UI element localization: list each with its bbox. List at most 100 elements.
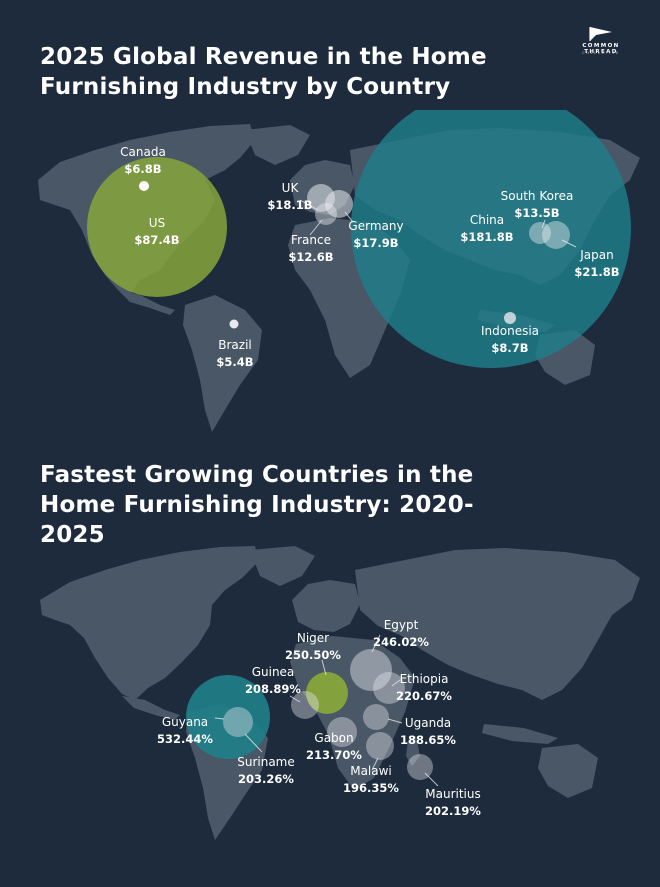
country-name: Uganda — [404, 716, 452, 730]
france-bubble — [315, 203, 337, 225]
country-value: 220.67% — [396, 689, 452, 703]
country-name: Mauritius — [425, 787, 481, 801]
label-canada: Canada $6.8B — [83, 144, 203, 178]
revenue-bubbles — [87, 110, 631, 368]
country-name: Ethiopia — [399, 672, 449, 686]
germany-bubble — [325, 190, 353, 218]
label-uganda: Uganda 188.65% — [368, 715, 488, 749]
logo-sub-text: COLLECTIVE — [582, 51, 620, 55]
greenland-landmass — [250, 546, 315, 586]
country-value: 246.02% — [373, 635, 429, 649]
country-name: South Korea — [500, 189, 574, 203]
revenue-map-title: 2025 Global Revenue in the Home Furnishi… — [40, 44, 487, 100]
country-value: $12.6B — [288, 250, 334, 264]
country-value: $18.1B — [267, 198, 313, 212]
central-america-landmass — [118, 290, 175, 315]
south-korea-bubble — [529, 222, 551, 244]
country-value: 203.26% — [238, 772, 294, 786]
malawi-bubble — [366, 732, 394, 760]
indonesia-bubble — [504, 312, 516, 324]
country-value: $8.7B — [491, 341, 529, 355]
country-name: Canada — [120, 145, 166, 159]
revenue-leader-lines — [299, 199, 577, 248]
country-value: 532.44% — [157, 732, 213, 746]
suriname-bubble — [223, 707, 253, 737]
central-america-landmass — [122, 696, 180, 720]
country-value: 250.50% — [285, 648, 341, 662]
niger-bubble — [306, 672, 348, 714]
country-value: $21.8B — [574, 265, 620, 279]
country-name: Egypt — [383, 618, 419, 632]
australia-landmass — [538, 744, 598, 798]
flag-icon — [589, 27, 612, 41]
revenue-world-map — [38, 110, 640, 432]
greenland-landmass — [245, 125, 310, 165]
label-germany: Germany $17.9B — [316, 218, 436, 252]
europe-landmass — [292, 580, 360, 632]
label-france: France $12.6B — [251, 232, 371, 266]
label-egypt: Egypt 246.02% — [341, 617, 461, 651]
label-ethiopia: Ethiopia 220.67% — [364, 671, 484, 705]
country-name: China — [469, 213, 505, 227]
japan-bubble — [542, 221, 570, 249]
country-name: UK — [281, 181, 299, 195]
south-america-landmass — [183, 295, 262, 432]
common-thread-logo: COMMON THREAD COLLECTIVE — [566, 26, 636, 62]
label-guyana: Guyana 532.44% — [125, 714, 245, 748]
country-name: Malawi — [350, 764, 392, 778]
country-name: Indonesia — [480, 324, 540, 338]
logo-brand-text: COMMON THREAD — [582, 43, 620, 55]
indonesia-landmass — [482, 724, 558, 744]
label-brazil: Brazil $5.4B — [175, 337, 295, 371]
country-value: $17.9B — [353, 236, 399, 250]
label-niger: Niger 250.50% — [253, 630, 373, 664]
label-china: China $181.8B — [427, 212, 547, 246]
country-value: $5.4B — [216, 355, 254, 369]
label-mauritius: Mauritius 202.19% — [393, 786, 513, 820]
label-us: US $87.4B — [97, 215, 217, 249]
mauritius-bubble — [407, 754, 433, 780]
country-name: Brazil — [218, 338, 252, 352]
country-name: France — [291, 233, 331, 247]
guinea-bubble — [291, 691, 319, 719]
country-value: 202.19% — [425, 804, 481, 818]
canada-bubble — [139, 181, 149, 191]
country-name: Guinea — [251, 665, 295, 679]
country-value: $6.8B — [124, 162, 162, 176]
ethiopia-bubble — [373, 672, 405, 704]
uganda-bubble — [363, 704, 389, 730]
country-name: Germany — [348, 219, 404, 233]
country-name: Gabon — [314, 731, 354, 745]
country-name: Guyana — [161, 715, 209, 729]
country-name: Niger — [296, 631, 330, 645]
label-japan: Japan $21.8B — [537, 247, 657, 281]
label-uk: UK $18.1B — [230, 180, 350, 214]
country-name: Suriname — [237, 755, 295, 769]
asia-landmass — [355, 548, 640, 700]
growth-map-title: Fastest Growing Countries in the Home Fu… — [40, 462, 474, 548]
label-south-korea: South Korea $13.5B — [477, 188, 597, 222]
country-value: 213.70% — [306, 748, 362, 762]
growth-leader-lines — [214, 634, 439, 787]
label-indonesia: Indonesia $8.7B — [450, 323, 570, 357]
country-value: $13.5B — [514, 206, 560, 220]
us-bubble — [87, 157, 227, 297]
gabon-bubble — [327, 717, 357, 747]
country-name: Japan — [580, 248, 614, 262]
country-value: $181.8B — [460, 230, 514, 244]
country-name: US — [148, 216, 166, 230]
country-value: 196.35% — [343, 781, 399, 795]
country-value: 208.89% — [245, 682, 301, 696]
egypt-bubble — [350, 649, 392, 691]
label-guinea: Guinea 208.89% — [213, 664, 333, 698]
china-bubble — [351, 110, 631, 368]
label-gabon: Gabon 213.70% — [274, 730, 394, 764]
north-america-landmass — [40, 546, 258, 700]
country-value: $87.4B — [134, 233, 180, 247]
growth-world-map — [40, 546, 640, 840]
brazil-bubble — [229, 319, 239, 329]
label-suriname: Suriname 203.26% — [206, 754, 326, 788]
country-value: 188.65% — [400, 733, 456, 747]
madagascar-landmass — [406, 736, 420, 766]
label-malawi: Malawi 196.35% — [311, 763, 431, 797]
